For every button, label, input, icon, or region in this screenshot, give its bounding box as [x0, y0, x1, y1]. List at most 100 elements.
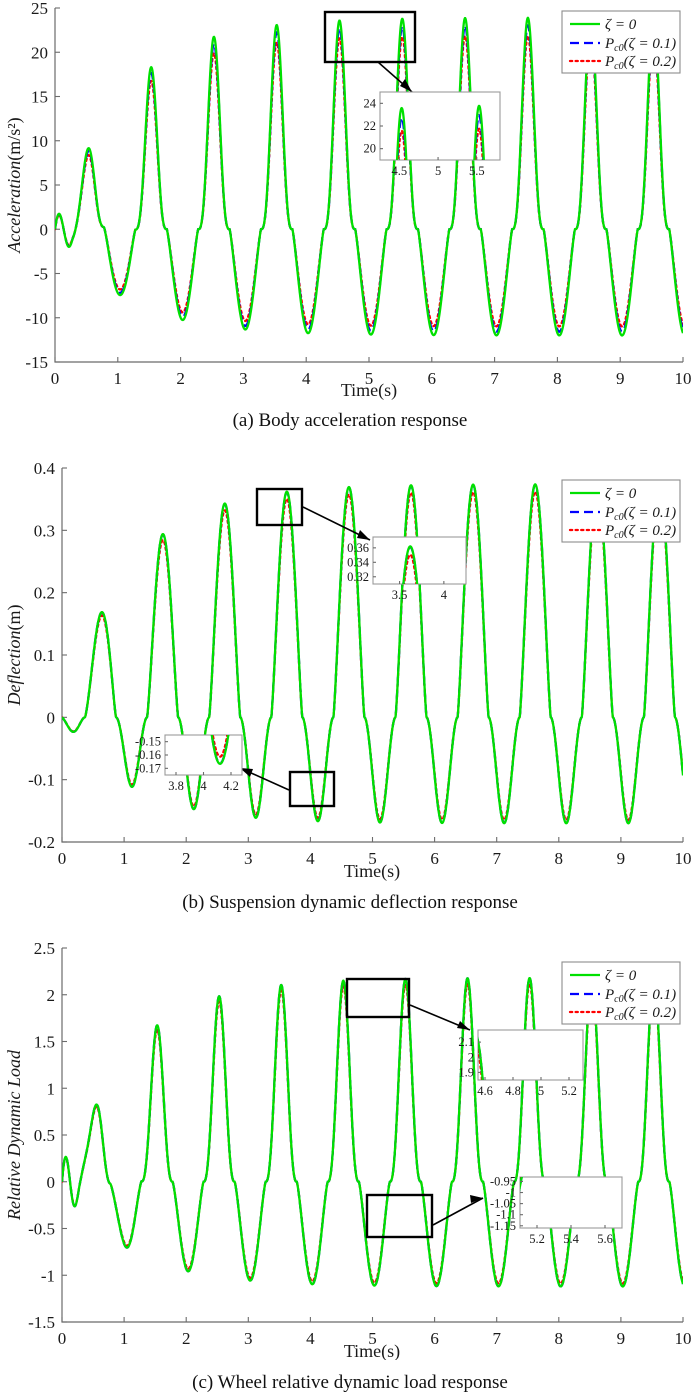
- x-tick-label: 1: [120, 849, 129, 868]
- x-tick-label: 10: [675, 1329, 692, 1348]
- x-tick-label: 5: [368, 849, 377, 868]
- zoom-arrow-c-lower: [432, 1197, 484, 1226]
- inset-ticks-c-lower: 5.2 5.4 5.6 -1.15-1.1-1.05-1-0.95: [490, 1174, 613, 1246]
- zoom-arrowhead-b-lower: [240, 768, 253, 777]
- x-tick-label: 10: [675, 369, 692, 388]
- inset-x-tick-label: 5.5: [469, 164, 485, 178]
- x-tick-label: 10: [675, 849, 692, 868]
- zoom-arrowhead-a: [400, 79, 412, 92]
- y-ticks-c: -1.5 -1 -0.5 0 0.5 1 1.5 2 2.5: [28, 940, 67, 1332]
- y-tick-label: 0.5: [34, 1126, 55, 1145]
- inset-y-tick-label: 22: [364, 119, 377, 133]
- inset-y-tick-label: -1: [506, 1186, 516, 1200]
- x-tick-label: 3: [239, 369, 248, 388]
- panel-b: 0 1 2 3 4 5 6 7 8 9 10 -0.2 -0.1 0 0.1 0.2 0.3 0.4 3.5 4 0…: [0, 460, 700, 930]
- x-tick-label: 0: [58, 1329, 67, 1348]
- series-group-c: [62, 976, 683, 1288]
- y-tick-label: -1: [41, 1266, 55, 1285]
- legend-label-0-c: ζ = 0: [605, 968, 637, 984]
- caption-a: (a) Body acceleration response: [232, 410, 468, 431]
- inset-y-tick-label: 0.36: [347, 541, 369, 555]
- y-tick-label: 20: [31, 43, 48, 62]
- y-tick-label: 0.1: [34, 646, 55, 665]
- inset-series-line-1: [210, 735, 230, 765]
- inset-x-tick-label: 4: [200, 779, 207, 793]
- y-tick-label: 2: [47, 986, 56, 1005]
- series-line-0: [55, 16, 683, 337]
- legend-label-1-a: Pc0(ζ = 0.1): [604, 36, 676, 54]
- inset-y-tick-label: -0.15: [135, 735, 161, 749]
- legend-label-0-a: ζ = 0: [605, 17, 637, 33]
- x-tick-label: 1: [120, 1329, 129, 1348]
- legend-c: ζ = 0 Pc0(ζ = 0.1) Pc0(ζ = 0.2): [561, 961, 681, 1025]
- chart-b: 0 1 2 3 4 5 6 7 8 9 10 -0.2-0.100.10.20.30.4 3.5 40…: [4, 460, 692, 882]
- x-axis-title-c: Time(s): [344, 1341, 400, 1360]
- legend-label-0-b: ζ = 0: [605, 486, 637, 502]
- y-tick-label: 5: [40, 176, 49, 195]
- y-tick-label: 10: [31, 132, 48, 151]
- inset-y-tick-label: 20: [364, 142, 377, 156]
- inset-x-tick-label: 3.5: [392, 588, 408, 602]
- legend-frame-b: [561, 479, 681, 543]
- x-tick-label: 8: [553, 369, 562, 388]
- x-tick-label: 7: [490, 369, 499, 388]
- y-tick-label: -10: [25, 309, 48, 328]
- zoom-box-c-upper: [345, 977, 411, 1019]
- inset-x-tick-label: 4.5: [392, 164, 408, 178]
- y-tick-label: -0.5: [28, 1220, 55, 1239]
- x-tick-label: 8: [555, 1329, 564, 1348]
- legend-label-2-c: Pc0(ζ = 0.2): [604, 1005, 676, 1023]
- inset-x-tick-label: 5: [538, 1084, 544, 1098]
- y-tick-label: 0: [47, 708, 56, 727]
- inset-y-tick-label: -1.05: [490, 1197, 516, 1211]
- inset-y-tick-label: 0.32: [347, 570, 369, 584]
- inset-x-tick-label: 4: [441, 588, 448, 602]
- x-tick-label: 7: [492, 849, 501, 868]
- series-group-b: [62, 483, 683, 825]
- inset-b-upper: 3.5 4 0.320.340.36: [347, 536, 467, 602]
- y-axis-title-c: Relative Dynamic Load: [4, 1049, 24, 1221]
- y-tick-label: -1.5: [28, 1313, 55, 1332]
- chart-a: 0 1 2 3 4 5 6 7 8 9 10 -15 -10 -5 0 5 10 15 20 25 4.5 5 5.5 2…: [4, 0, 692, 400]
- y-tick-label: 1: [47, 1079, 56, 1098]
- caption-c: (c) Wheel relative dynamic load response: [192, 1372, 508, 1393]
- y-tick-label: 0: [40, 220, 49, 239]
- zoom-box-c-lower: [365, 1193, 434, 1239]
- legend-a: ζ = 0 Pc0(ζ = 0.1) Pc0(ζ = 0.2): [561, 10, 681, 74]
- panel-a: 0 1 2 3 4 5 6 7 8 9 10 -15 -10 -5 0 5 10 15 20 25 4.5 5 5.5 2…: [0, 0, 700, 440]
- legend-label-2-b: Pc0(ζ = 0.2): [604, 523, 676, 541]
- inset-y-tick-label: -0.17: [135, 761, 161, 775]
- legend-frame-c: [561, 961, 681, 1025]
- series-line-0: [62, 976, 683, 1288]
- x-axis-title-b: Time(s): [344, 861, 400, 882]
- x-tick-label: 9: [617, 1329, 626, 1348]
- inset-x-tick-label: 3.8: [168, 779, 184, 793]
- inset-x-tick-label: 5.2: [561, 1084, 577, 1098]
- inset-frame-c-upper: [477, 1029, 584, 1081]
- inset-x-tick-label: 4.6: [477, 1084, 493, 1098]
- chart-c: 0 1 2 3 4 5 6 7 8 9 10 -1.5-1-0.500.511.522.5 4.6 4…: [4, 940, 692, 1360]
- inset-y-tick-label: 2.1: [458, 1035, 474, 1049]
- legend-label-1-c: Pc0(ζ = 0.1): [604, 987, 676, 1005]
- caption-b: (b) Suspension dynamic deflection respon…: [182, 892, 518, 913]
- y-tick-label: -0.2: [28, 833, 55, 852]
- x-tick-label: 3: [244, 1329, 253, 1348]
- x-tick-label: 6: [428, 369, 437, 388]
- y-tick-label: 0: [47, 1173, 56, 1192]
- inset-frame-c-lower: [519, 1176, 623, 1229]
- y-tick-label: 0.4: [34, 460, 56, 478]
- x-tick-label: 4: [306, 849, 315, 868]
- x-tick-label: 0: [51, 369, 60, 388]
- inset-series-line-0: [210, 735, 230, 765]
- legend-frame-a: [561, 10, 681, 74]
- inset-y-tick-label: -0.95: [490, 1174, 516, 1188]
- inset-ticks-b-upper: 3.5 4 0.320.340.36: [347, 541, 448, 602]
- panel-c: 0 1 2 3 4 5 6 7 8 9 10 -1.5 -1 -0.5 0 0.5 1 1.5 2 2.5 4.6 4…: [0, 940, 700, 1400]
- y-tick-label: 1.5: [34, 1033, 55, 1052]
- inset-y-tick-label: -1.15: [490, 1219, 516, 1233]
- y-tick-label: 0.2: [34, 584, 55, 603]
- y-ticks-a: -15 -10 -5 0 5 10 15 20 25: [25, 0, 60, 372]
- y-tick-label: -15: [25, 353, 48, 372]
- y-tick-label: -5: [34, 265, 48, 284]
- series-group-a: [55, 16, 683, 337]
